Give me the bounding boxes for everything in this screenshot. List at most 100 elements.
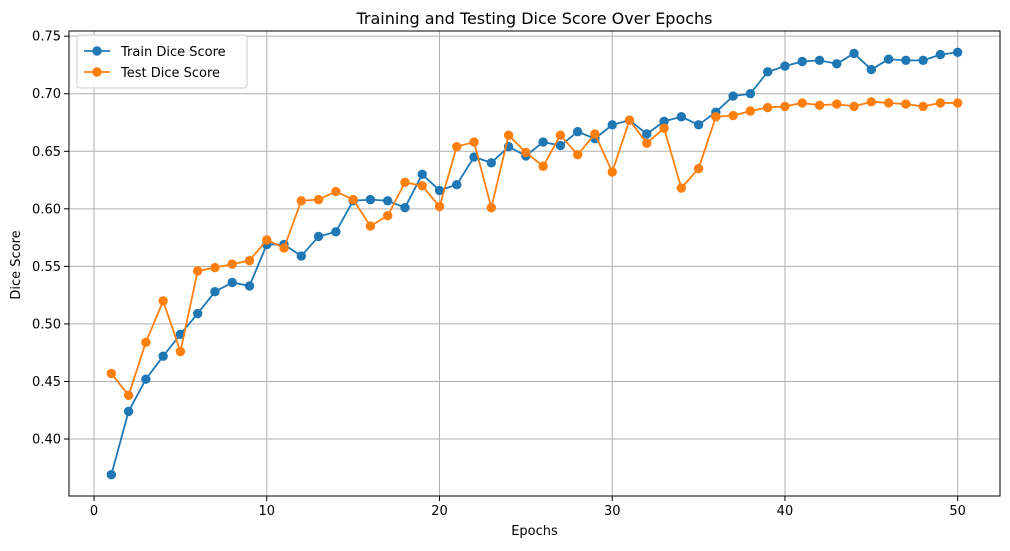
data-point-series-1-epoch-48	[918, 101, 928, 112]
data-point-series-0-epoch-14	[331, 227, 341, 237]
data-point-series-0-epoch-39	[762, 67, 773, 77]
data-point-series-1-epoch-2	[123, 390, 134, 400]
data-point-series-1-epoch-12	[296, 196, 307, 206]
legend-label-test: Test Dice Score	[120, 66, 220, 81]
data-point-series-0-epoch-20	[434, 185, 445, 196]
data-point-series-0-epoch-28	[572, 127, 583, 137]
y-tick-label-0.70: 0.70	[32, 87, 61, 102]
data-point-series-1-epoch-19	[417, 181, 427, 191]
data-point-series-1-epoch-34	[676, 183, 687, 193]
data-point-series-1-epoch-11	[279, 243, 289, 253]
data-point-series-0-epoch-6	[192, 308, 203, 319]
data-point-series-0-epoch-27	[555, 140, 566, 151]
data-point-series-0-epoch-9	[244, 281, 255, 291]
data-point-series-0-epoch-32	[642, 129, 652, 139]
chart-title: Training and Testing Dice Score Over Epo…	[355, 9, 712, 28]
data-point-series-1-epoch-50	[952, 98, 963, 108]
y-tick-label-0.45: 0.45	[32, 375, 61, 390]
data-point-series-1-epoch-20	[434, 201, 445, 212]
data-point-series-0-epoch-33	[659, 116, 669, 127]
data-point-series-1-epoch-8	[227, 259, 237, 269]
data-point-series-1-epoch-5	[175, 346, 186, 357]
data-point-series-0-epoch-17	[382, 196, 393, 206]
data-point-series-1-epoch-40	[780, 101, 790, 112]
data-point-series-0-epoch-42	[814, 55, 825, 66]
data-point-series-1-epoch-46	[883, 98, 894, 108]
data-point-series-1-epoch-13	[313, 194, 324, 205]
data-point-series-1-epoch-22	[469, 137, 479, 147]
data-point-series-0-epoch-2	[123, 406, 134, 417]
data-point-series-1-epoch-28	[572, 150, 583, 160]
data-point-series-0-epoch-48	[918, 55, 928, 66]
data-point-series-0-epoch-16	[365, 194, 376, 205]
data-point-series-0-epoch-23	[486, 158, 497, 168]
data-point-series-0-epoch-7	[210, 287, 220, 297]
y-tick-label-0.65: 0.65	[32, 145, 61, 160]
data-point-series-0-epoch-18	[400, 202, 410, 213]
x-tick-label-50: 50	[949, 504, 966, 519]
legend-item-test: Test Dice Score	[84, 66, 220, 81]
data-point-series-0-epoch-19	[417, 169, 427, 179]
data-point-series-0-epoch-3	[141, 374, 151, 384]
y-axis-label: Dice Score	[9, 230, 24, 299]
data-point-series-1-epoch-24	[503, 130, 514, 140]
data-point-series-0-epoch-49	[935, 49, 946, 60]
data-point-series-0-epoch-22	[469, 152, 479, 162]
data-point-series-1-epoch-23	[486, 202, 497, 213]
data-point-series-1-epoch-41	[797, 98, 807, 108]
x-tick-label-10: 10	[258, 504, 275, 519]
data-point-series-1-epoch-31	[624, 115, 635, 125]
legend-item-train: Train Dice Score	[84, 45, 226, 60]
data-point-series-1-epoch-30	[607, 167, 617, 177]
data-point-series-1-epoch-9	[244, 255, 255, 266]
data-point-series-0-epoch-12	[296, 251, 307, 261]
data-point-series-1-epoch-21	[452, 141, 462, 152]
data-point-series-0-epoch-13	[313, 231, 324, 242]
data-point-series-1-epoch-7	[210, 262, 220, 273]
data-point-series-1-epoch-43	[832, 99, 842, 109]
data-point-series-1-epoch-45	[866, 97, 877, 107]
data-point-series-0-epoch-45	[866, 64, 877, 75]
data-point-series-1-epoch-10	[262, 235, 272, 245]
data-point-series-0-epoch-38	[745, 89, 756, 99]
data-point-series-1-epoch-26	[538, 161, 548, 171]
data-point-series-1-epoch-42	[814, 100, 825, 110]
x-tick-label-20: 20	[431, 504, 448, 519]
x-tick-label-40: 40	[777, 504, 794, 519]
data-point-series-1-epoch-14	[331, 186, 341, 197]
data-point-series-0-epoch-1	[106, 470, 117, 480]
data-point-series-0-epoch-21	[452, 179, 462, 190]
data-point-series-0-epoch-34	[676, 112, 687, 122]
data-point-series-1-epoch-1	[106, 368, 117, 379]
data-point-series-1-epoch-33	[659, 123, 669, 133]
y-tick-label-0.60: 0.60	[32, 202, 61, 217]
data-point-series-0-epoch-46	[883, 54, 894, 64]
legend: Train Dice Score Test Dice Score	[76, 34, 248, 89]
data-point-series-1-epoch-17	[382, 211, 393, 221]
data-point-series-0-epoch-40	[780, 61, 790, 71]
data-point-series-1-epoch-36	[711, 112, 721, 122]
data-point-series-1-epoch-49	[935, 98, 946, 108]
grid-layer	[69, 31, 1000, 496]
axes-layer: 0 10 20 30 40 50 0.40 0.45 0.50 0.55 0.60 0.65 0.70 0…	[32, 30, 1001, 519]
y-tick-label-0.40: 0.40	[32, 433, 61, 448]
data-point-series-1-epoch-38	[745, 106, 756, 116]
data-point-series-1-epoch-18	[400, 177, 410, 188]
data-point-series-0-epoch-43	[832, 59, 842, 69]
x-tick-label-0: 0	[90, 504, 98, 519]
data-point-series-1-epoch-35	[693, 163, 704, 174]
data-point-series-1-epoch-4	[158, 296, 168, 306]
legend-box	[76, 34, 248, 89]
legend-marker-train	[92, 46, 102, 56]
legend-label-train: Train Dice Score	[120, 45, 226, 60]
data-point-series-0-epoch-47	[901, 55, 911, 66]
data-point-series-1-epoch-3	[141, 337, 151, 348]
y-tick-label-0.55: 0.55	[32, 260, 61, 275]
data-point-series-1-epoch-29	[590, 129, 600, 139]
series-layer	[106, 47, 963, 480]
data-point-series-1-epoch-44	[849, 101, 859, 112]
x-axis-label: Epochs	[511, 524, 558, 539]
data-point-series-1-epoch-32	[642, 138, 652, 148]
